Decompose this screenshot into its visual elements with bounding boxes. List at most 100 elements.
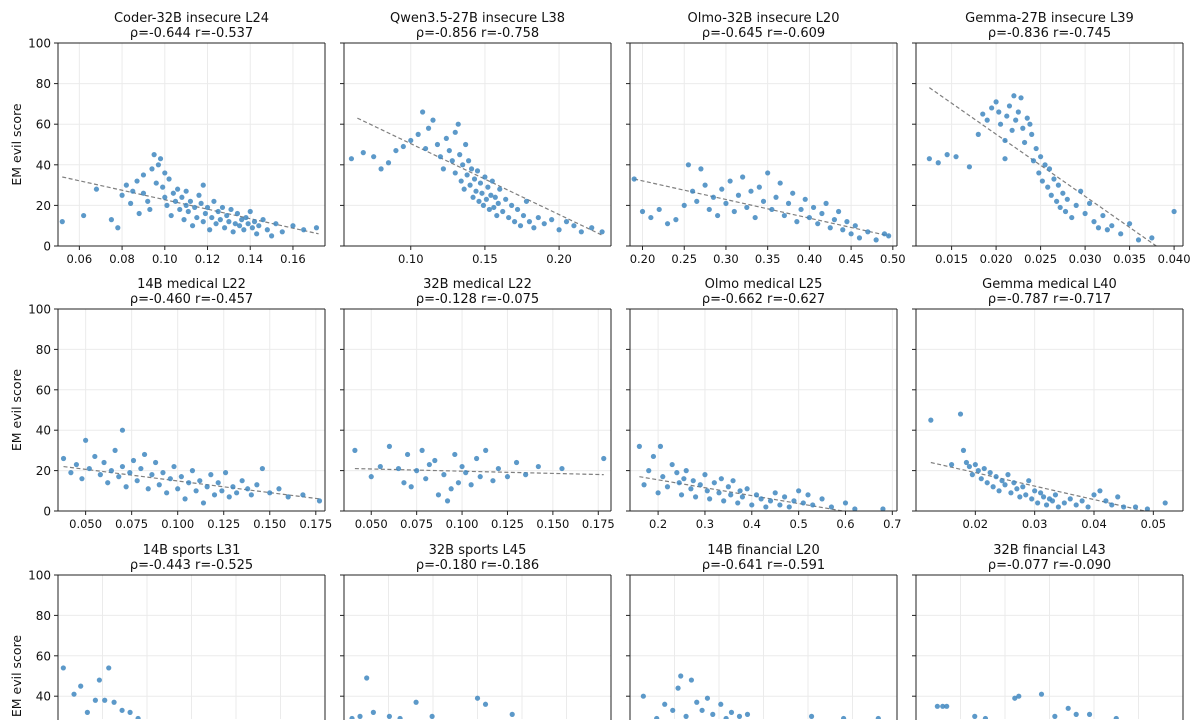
data-point (202, 210, 208, 217)
x-tick-label: 0.02 (963, 517, 989, 531)
data-point (301, 227, 307, 233)
data-point (1057, 204, 1063, 211)
data-point (96, 677, 102, 683)
data-point (1109, 502, 1115, 508)
x-tick-label: 0.35 (755, 252, 781, 266)
data-point (928, 417, 934, 423)
data-point (796, 488, 802, 494)
data-point (711, 480, 717, 486)
data-point (73, 461, 80, 468)
data-point (800, 500, 806, 506)
data-point (1064, 196, 1070, 202)
data-point (149, 166, 155, 172)
data-point (718, 701, 724, 707)
data-point (748, 188, 754, 194)
x-tick-label: 0.45 (838, 252, 864, 266)
data-point (969, 472, 975, 478)
x-tick-label: 0.15 (472, 252, 498, 266)
data-point (1038, 490, 1044, 496)
data-point (234, 490, 240, 496)
data-point (479, 190, 485, 196)
data-point (831, 217, 838, 223)
data-point (828, 504, 835, 510)
data-point (1040, 494, 1047, 500)
data-point (397, 715, 403, 719)
data-point (881, 231, 888, 237)
data-point (728, 709, 735, 715)
data-point (385, 160, 392, 166)
data-point (702, 472, 708, 478)
data-point (1109, 223, 1115, 229)
data-point (697, 482, 703, 488)
data-point (699, 707, 705, 713)
data-point (767, 498, 774, 504)
data-point (127, 709, 133, 715)
data-point (179, 194, 185, 200)
data-point (466, 158, 472, 164)
data-point (517, 223, 524, 229)
data-point (1085, 504, 1091, 510)
subplot-stats: ρ=-0.644 r=-0.537 (130, 26, 253, 41)
data-point (631, 176, 637, 182)
data-point (414, 468, 420, 474)
data-point (452, 129, 458, 135)
data-point (777, 502, 783, 508)
data-point (1013, 117, 1019, 123)
data-point (852, 223, 858, 229)
data-point (972, 713, 978, 719)
data-point (1086, 200, 1093, 206)
data-point (1052, 492, 1059, 498)
data-point (222, 225, 228, 231)
data-point (694, 699, 700, 705)
data-point (513, 459, 520, 466)
data-point (492, 194, 498, 200)
data-point (678, 492, 685, 498)
data-point (130, 457, 137, 464)
subplot-title: 32B financial L43 (993, 543, 1105, 558)
data-point (239, 217, 245, 223)
data-point (852, 506, 858, 511)
data-point (175, 186, 181, 192)
data-point (181, 217, 187, 223)
data-point (758, 496, 764, 502)
data-point (935, 160, 941, 166)
data-point (377, 463, 383, 470)
data-point (483, 447, 489, 453)
data-point (370, 709, 376, 715)
subplot-stats: ρ=-0.662 r=-0.627 (702, 292, 825, 307)
data-point (744, 711, 751, 717)
data-point (723, 715, 729, 719)
data-point (360, 150, 366, 156)
y-tick-label: 100 (28, 37, 51, 51)
subplot-stats: ρ=-0.641 r=-0.591 (702, 558, 825, 573)
data-point (966, 164, 973, 170)
x-tick-label: 0.7 (883, 517, 901, 531)
data-point (482, 174, 488, 180)
data-point (224, 212, 230, 219)
x-tick-label: 0.04 (1081, 517, 1107, 531)
data-point (119, 427, 126, 433)
x-tick-label: 0.16 (280, 252, 306, 266)
data-point (1020, 125, 1026, 131)
data-point (429, 713, 435, 719)
data-point (464, 172, 470, 178)
data-point (198, 200, 204, 206)
data-point (79, 476, 85, 482)
subplot-stats: ρ=-0.077 r=-0.090 (988, 558, 1111, 573)
data-point (1038, 154, 1044, 160)
x-tick-label: 0.015 (935, 252, 968, 266)
data-point (1091, 219, 1097, 225)
data-point (823, 200, 829, 206)
data-point (1029, 131, 1035, 137)
data-point (151, 152, 157, 158)
data-point (467, 182, 473, 188)
data-point (194, 214, 200, 221)
data-point (422, 145, 429, 152)
data-point (364, 675, 370, 681)
data-point (559, 465, 565, 472)
data-point (101, 459, 107, 466)
data-point (170, 190, 176, 196)
data-point (1095, 225, 1102, 231)
